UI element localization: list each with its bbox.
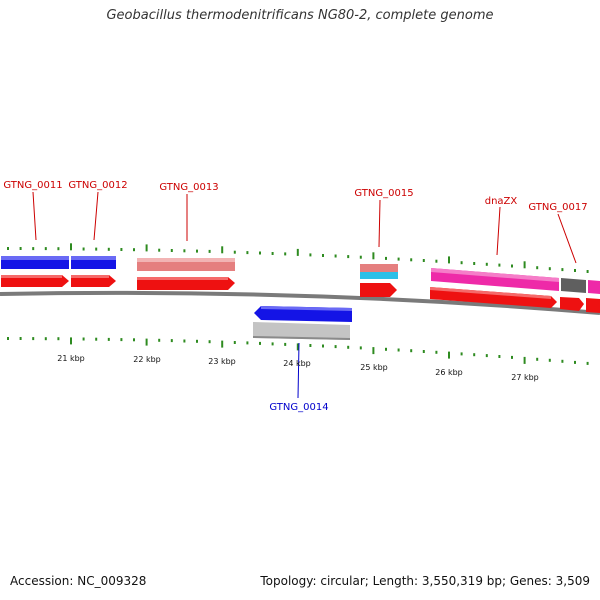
kbp-label: 26 kbp	[435, 368, 463, 377]
kbp-label: 27 kbp	[511, 373, 539, 382]
gene-gtng-0015-pink[interactable]	[360, 264, 398, 272]
leader-gtng-0012	[93, 191, 99, 241]
label-dnazx[interactable]: dnaZX	[485, 196, 518, 207]
leader-gtng-0015	[378, 199, 381, 248]
gene-gtng-0014-gray[interactable]	[253, 322, 350, 340]
cds-gtng-0012[interactable]	[71, 275, 116, 287]
cds-dnazx[interactable]	[430, 287, 557, 308]
topology-summary-text: Topology: circular; Length: 3,550,319 bp…	[260, 574, 590, 588]
label-gtng-0017[interactable]: GTNG_0017	[528, 202, 587, 213]
kbp-label: 21 kbp	[57, 354, 85, 363]
gene-dnazx-magenta[interactable]	[431, 268, 559, 291]
gene-edge-magenta[interactable]	[588, 280, 600, 294]
kbp-label: 22 kbp	[133, 355, 161, 364]
cds-gtng-0015[interactable]	[360, 283, 397, 297]
label-gtng-0012[interactable]: GTNG_0012	[68, 180, 127, 191]
label-gtng-0015[interactable]: GTNG_0015	[354, 188, 413, 199]
gene-gtng-0013-pink[interactable]	[137, 258, 235, 271]
kbp-label: 24 kbp	[283, 359, 311, 368]
leader-gtng-0017	[557, 213, 577, 264]
kbp-label: 23 kbp	[208, 357, 236, 366]
label-gtng-0014[interactable]: GTNG_0014	[269, 402, 328, 413]
tick-row-top	[7, 243, 589, 273]
label-gtng-0013[interactable]: GTNG_0013	[159, 182, 218, 193]
gene-gtng-0015-cyan[interactable]	[360, 272, 398, 279]
leader-gtng-0011	[32, 191, 37, 241]
gene-gtng-0012-blue[interactable]	[71, 256, 116, 269]
cds-edge[interactable]	[586, 298, 600, 313]
cds-gtng-0011[interactable]	[1, 275, 69, 287]
cds-gtng-0014-blue[interactable]	[254, 306, 352, 322]
tick-row-bottom	[7, 337, 589, 365]
gene-gtng-0017-gray[interactable]	[561, 278, 586, 293]
genome-backbone	[0, 290, 600, 315]
label-gtng-0011[interactable]: GTNG_0011	[3, 180, 62, 191]
leader-dnazx	[496, 206, 501, 256]
accession-text: Accession: NC_009328	[10, 574, 147, 588]
leader-gtng-0014	[297, 342, 300, 399]
cds-gtng-0013[interactable]	[137, 277, 235, 290]
kbp-label: 25 kbp	[360, 363, 388, 372]
gene-gtng-0011-blue[interactable]	[1, 256, 69, 269]
cds-gtng-0017[interactable]	[560, 297, 584, 311]
map-title: Geobacillus thermodenitrificans NG80-2, …	[106, 8, 494, 23]
